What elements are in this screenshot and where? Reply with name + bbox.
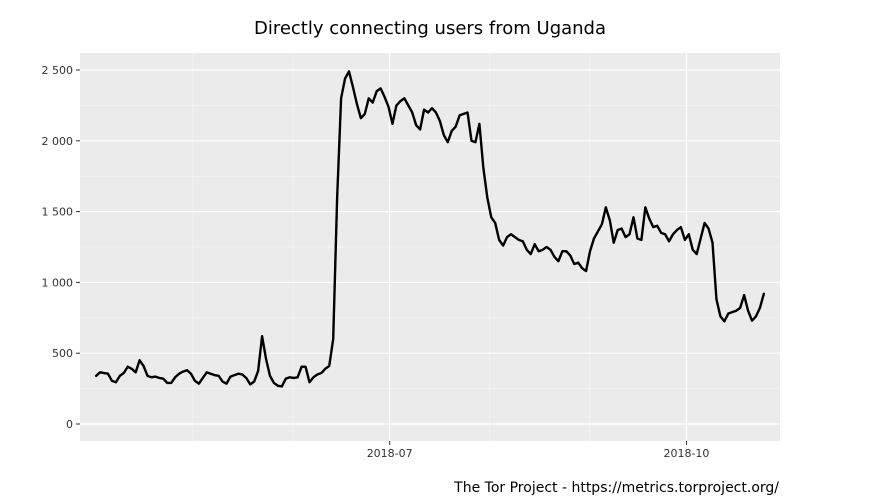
y-tick-label: 500	[52, 347, 73, 360]
x-tick-label: 2018-07	[367, 447, 413, 460]
chart-title: Directly connecting users from Uganda	[254, 18, 606, 39]
y-tick-label: 2 500	[42, 64, 74, 77]
y-tick-label: 2 000	[42, 135, 74, 148]
x-axis: 2018-07 2018-10	[367, 441, 709, 460]
users-line	[94, 70, 766, 388]
minor-gridlines	[80, 53, 780, 441]
credit-text: The Tor Project - https://metrics.torpro…	[453, 480, 779, 496]
y-axis: 0 500 1 000 1 500 2 000 2 500	[42, 64, 80, 431]
y-tick-label: 1 500	[42, 206, 74, 219]
x-tick-label: 2018-10	[663, 447, 709, 460]
y-tick-label: 1 000	[42, 276, 74, 289]
major-gridlines	[80, 53, 780, 441]
y-tick-label: 0	[66, 418, 73, 431]
